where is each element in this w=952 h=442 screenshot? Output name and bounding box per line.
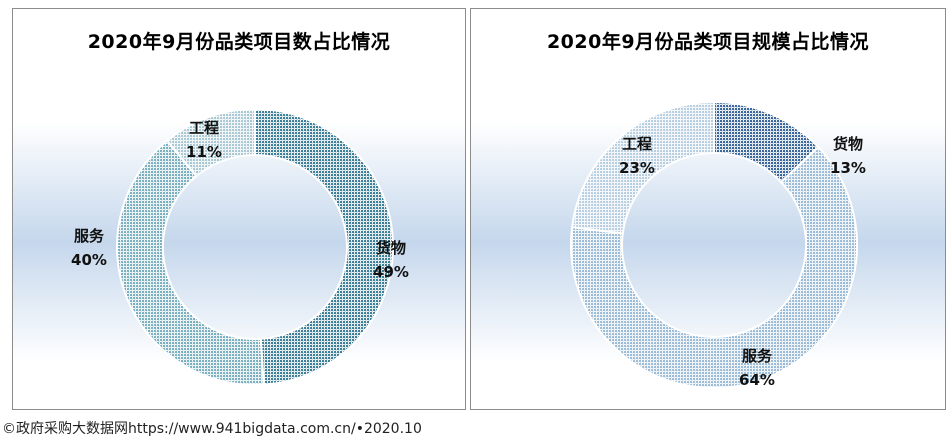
donut-chart-scale: 货物 13% 服务 64% 工程 23% (570, 100, 866, 389)
donut-slice (571, 100, 715, 235)
slice-percent-label: 11% (186, 143, 222, 161)
donut-slice (254, 107, 394, 386)
slice-name-label: 服务 (74, 227, 105, 245)
slice-percent-label: 64% (739, 371, 775, 389)
donut-slice (116, 139, 265, 386)
chart-panel-count: 2020年9月份品类项目数占比情况 货物 49% 服务 40% 工程 11% (12, 8, 466, 410)
chart-panel-scale: 2020年9月份品类项目规模占比情况 货物 13% 服务 64% 工程 23% (470, 8, 946, 410)
slice-percent-label: 40% (71, 251, 107, 269)
donut-chart-count: 货物 49% 服务 40% 工程 11% (71, 107, 409, 386)
slice-name-label: 货物 (833, 135, 863, 153)
slice-name-label: 货物 (376, 239, 406, 257)
slice-percent-label: 23% (619, 159, 655, 177)
chart-title: 2020年9月份品类项目数占比情况 (87, 31, 391, 53)
slice-name-label: 服务 (742, 347, 773, 365)
footer-source: ©政府采购大数据网https://www.941bigdata.com.cn/•… (2, 421, 422, 437)
slice-name-label: 工程 (189, 119, 219, 137)
chart-title: 2020年9月份品类项目规模占比情况 (546, 31, 870, 53)
donut-slice (165, 107, 256, 178)
donut-slice (570, 145, 858, 389)
slice-percent-label: 49% (373, 263, 409, 281)
slice-percent-label: 13% (830, 159, 866, 177)
slice-name-label: 工程 (622, 135, 652, 153)
